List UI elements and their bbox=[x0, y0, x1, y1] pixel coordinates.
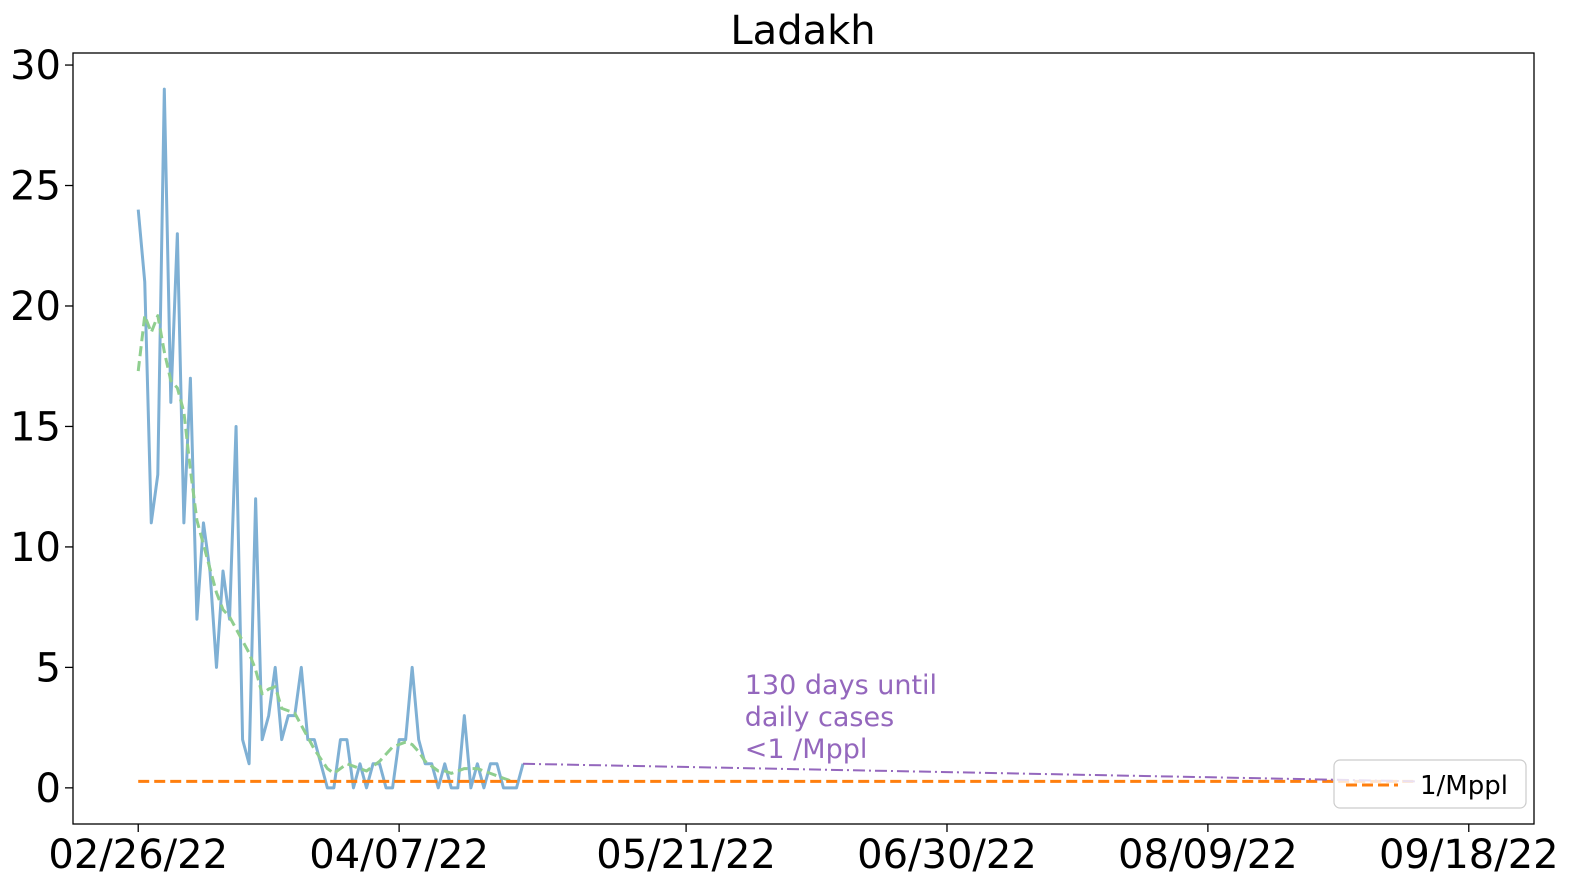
y-tick-label: 5 bbox=[36, 645, 61, 691]
daily-cases-line bbox=[136, 87, 525, 790]
x-tick-label: 05/21/22 bbox=[596, 832, 776, 878]
y-tick-label: 0 bbox=[36, 766, 61, 812]
y-tick-label: 25 bbox=[10, 164, 61, 210]
y-tick-label: 30 bbox=[10, 43, 61, 89]
y-tick-label: 20 bbox=[10, 284, 61, 330]
plot-area bbox=[136, 87, 1417, 790]
annotation-text: daily cases bbox=[745, 702, 894, 733]
axes: 02/26/22 04/07/22 05/21/22 06/30/22 08/09/22… bbox=[10, 43, 1559, 878]
projection-line bbox=[523, 762, 1417, 783]
chart-title: Ladakh bbox=[730, 8, 875, 54]
y-tick-label: 10 bbox=[10, 525, 61, 571]
legend: 1/Mppl bbox=[1333, 759, 1527, 809]
annotation-text: <1 /Mppl bbox=[745, 734, 868, 765]
annotation-text: 130 days until bbox=[745, 670, 937, 701]
x-tick-label: 04/07/22 bbox=[309, 832, 489, 878]
plot-frame bbox=[72, 52, 1535, 825]
x-tick-label: 02/26/22 bbox=[48, 832, 228, 878]
legend-box bbox=[1333, 759, 1527, 809]
x-tick-label: 09/18/22 bbox=[1379, 832, 1559, 878]
legend-label: 1/Mppl bbox=[1420, 771, 1508, 801]
smoothed-average-line bbox=[136, 314, 511, 783]
x-tick-label: 06/30/22 bbox=[857, 832, 1037, 878]
y-tick-label: 15 bbox=[10, 404, 61, 450]
x-tick-label: 08/09/22 bbox=[1118, 832, 1298, 878]
